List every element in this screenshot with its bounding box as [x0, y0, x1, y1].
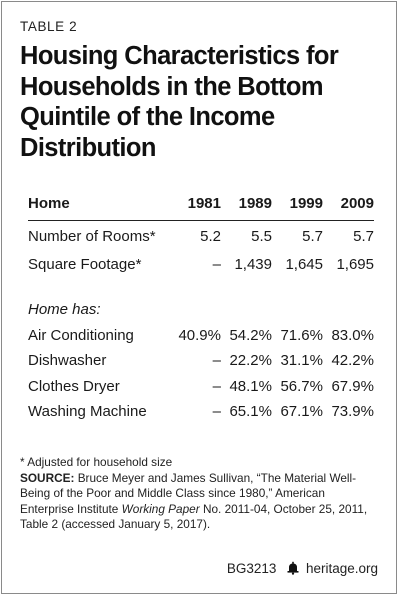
header-row: Home 1981 1989 1999 2009 — [28, 191, 374, 221]
row-label: Air Conditioning — [28, 326, 134, 344]
spacer-row — [28, 277, 374, 297]
table-cell: 83.0% — [331, 326, 374, 344]
subheading-row: Home has: — [28, 297, 374, 323]
subheading: Home has: — [28, 301, 101, 319]
table-cell: – — [212, 403, 221, 421]
row-label: Clothes Dryer — [28, 377, 120, 395]
table-title: Housing Characteristics for Households i… — [20, 42, 339, 162]
table-cell: 56.7% — [280, 377, 323, 395]
footer: BG3213 heritage.org — [227, 561, 378, 576]
table-row: Dishwasher – 22.2% 31.1% 42.2% — [28, 348, 374, 374]
header-cell: 1999 — [272, 191, 323, 221]
source-note: SOURCE: Bruce Meyer and James Sullivan, … — [20, 471, 380, 533]
table-cell: 31.1% — [280, 352, 323, 370]
header-cell: 2009 — [323, 191, 374, 221]
site-name: heritage.org — [305, 561, 378, 576]
table-cell: – — [212, 255, 221, 273]
table-cell: 5.7 — [353, 227, 374, 245]
header-cell: Home — [28, 191, 170, 221]
table-cell: 40.9% — [178, 326, 221, 344]
header-cell: 1981 — [170, 191, 221, 221]
table-row: Washing Machine – 65.1% 67.1% 73.9% — [28, 399, 374, 425]
table-cell: – — [212, 377, 221, 395]
row-label: Washing Machine — [28, 403, 147, 421]
housing-table: Home 1981 1989 1999 2009 Number of Rooms… — [28, 191, 374, 425]
bell-icon — [287, 561, 299, 575]
source-italic: Working Paper — [121, 501, 200, 516]
table-cell: 67.9% — [331, 377, 374, 395]
notes-block: * Adjusted for household size SOURCE: Br… — [20, 455, 380, 533]
row-label: Number of Rooms* — [28, 227, 156, 245]
source-label: SOURCE: — [20, 470, 75, 485]
report-code: BG3213 — [226, 561, 277, 576]
source-text: Bruce Meyer and James Sullivan, “The Mat… — [20, 470, 357, 516]
table-cell: 71.6% — [280, 326, 323, 344]
source-text-end: No. 2011-04, October 25, 2011, Table 2 (… — [20, 501, 368, 532]
header-cell: 1989 — [221, 191, 272, 221]
table-cell: 1,439 — [234, 255, 272, 273]
table-cell: 1,695 — [336, 255, 374, 273]
table-cell: 48.1% — [229, 377, 272, 395]
table-cell: 22.2% — [229, 352, 272, 370]
table-cell: 42.2% — [331, 352, 374, 370]
table-row: Number of Rooms* 5.2 5.5 5.7 5.7 — [28, 221, 374, 252]
row-label: Square Footage* — [28, 255, 142, 273]
table-cell: 54.2% — [229, 326, 272, 344]
table-cell: 5.5 — [251, 227, 272, 245]
table-cell: 5.2 — [200, 227, 221, 245]
table-cell: 67.1% — [280, 403, 323, 421]
table-cell: 5.7 — [302, 227, 323, 245]
table-cell: 65.1% — [229, 403, 272, 421]
footnote: * Adjusted for household size — [20, 455, 173, 469]
table-row: Square Footage* – 1,439 1,645 1,695 — [28, 252, 374, 278]
table-row: Clothes Dryer – 48.1% 56.7% 67.9% — [28, 374, 374, 400]
table-cell: 1,645 — [285, 255, 323, 273]
row-label: Dishwasher — [28, 352, 107, 370]
table-row: Air Conditioning 40.9% 54.2% 71.6% 83.0% — [28, 323, 374, 349]
table-label: TABLE 2 — [20, 19, 78, 34]
table-cell: 73.9% — [331, 403, 374, 421]
table-cell: – — [212, 352, 221, 370]
